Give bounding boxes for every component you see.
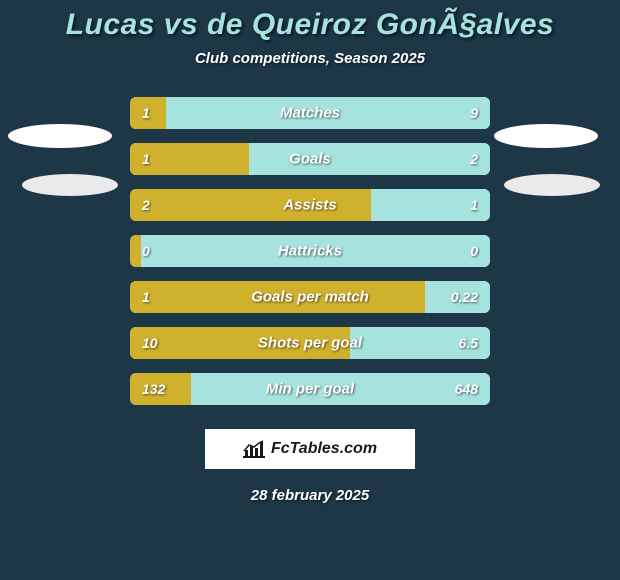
stat-value-right: 0 (470, 243, 478, 259)
stat-label: Matches (280, 105, 340, 122)
bar-right (249, 143, 490, 175)
stat-value-left: 1 (142, 151, 150, 167)
stat-label: Shots per goal (258, 335, 362, 352)
stat-value-left: 132 (142, 381, 165, 397)
stat-label: Min per goal (266, 381, 354, 398)
stat-value-right: 0.22 (451, 289, 478, 305)
stat-value-left: 0 (142, 243, 150, 259)
stat-label: Goals (289, 151, 331, 168)
stat-value-left: 1 (142, 289, 150, 305)
stat-label: Goals per match (251, 289, 369, 306)
footer-date: 28 february 2025 (0, 487, 620, 504)
stat-value-right: 9 (470, 105, 478, 121)
stat-value-left: 1 (142, 105, 150, 121)
avatar-placeholder (8, 124, 112, 148)
stat-value-right: 6.5 (459, 335, 478, 351)
avatar-placeholder (494, 124, 598, 148)
stat-value-left: 2 (142, 197, 150, 213)
stat-row: 1 9 Matches (130, 97, 490, 129)
stat-value-right: 2 (470, 151, 478, 167)
stat-row: 0 0 Hattricks (130, 235, 490, 267)
stat-value-right: 648 (455, 381, 478, 397)
stat-rows: 1 9 Matches 1 2 Goals 2 1 Assists 0 0 Hattricks 1 0.2… (130, 97, 490, 405)
stat-label: Assists (283, 197, 336, 214)
avatar-placeholder (504, 174, 600, 196)
avatar-placeholder (22, 174, 118, 196)
stat-row: 1 2 Goals (130, 143, 490, 175)
stat-value-left: 10 (142, 335, 158, 351)
stat-label: Hattricks (278, 243, 342, 260)
bar-left (130, 235, 141, 267)
page-title: Lucas vs de Queiroz GonÃ§alves (0, 8, 620, 42)
source-badge[interactable]: FcTables.com (205, 429, 415, 469)
source-badge-text: FcTables.com (271, 440, 377, 458)
chart-icon (243, 440, 265, 458)
stat-row: 2 1 Assists (130, 189, 490, 221)
stat-value-right: 1 (470, 197, 478, 213)
stat-row: 1 0.22 Goals per match (130, 281, 490, 313)
comparison-container: Lucas vs de Queiroz GonÃ§alves Club comp… (0, 0, 620, 580)
stat-row: 10 6.5 Shots per goal (130, 327, 490, 359)
stat-row: 132 648 Min per goal (130, 373, 490, 405)
season-subtitle: Club competitions, Season 2025 (0, 50, 620, 67)
